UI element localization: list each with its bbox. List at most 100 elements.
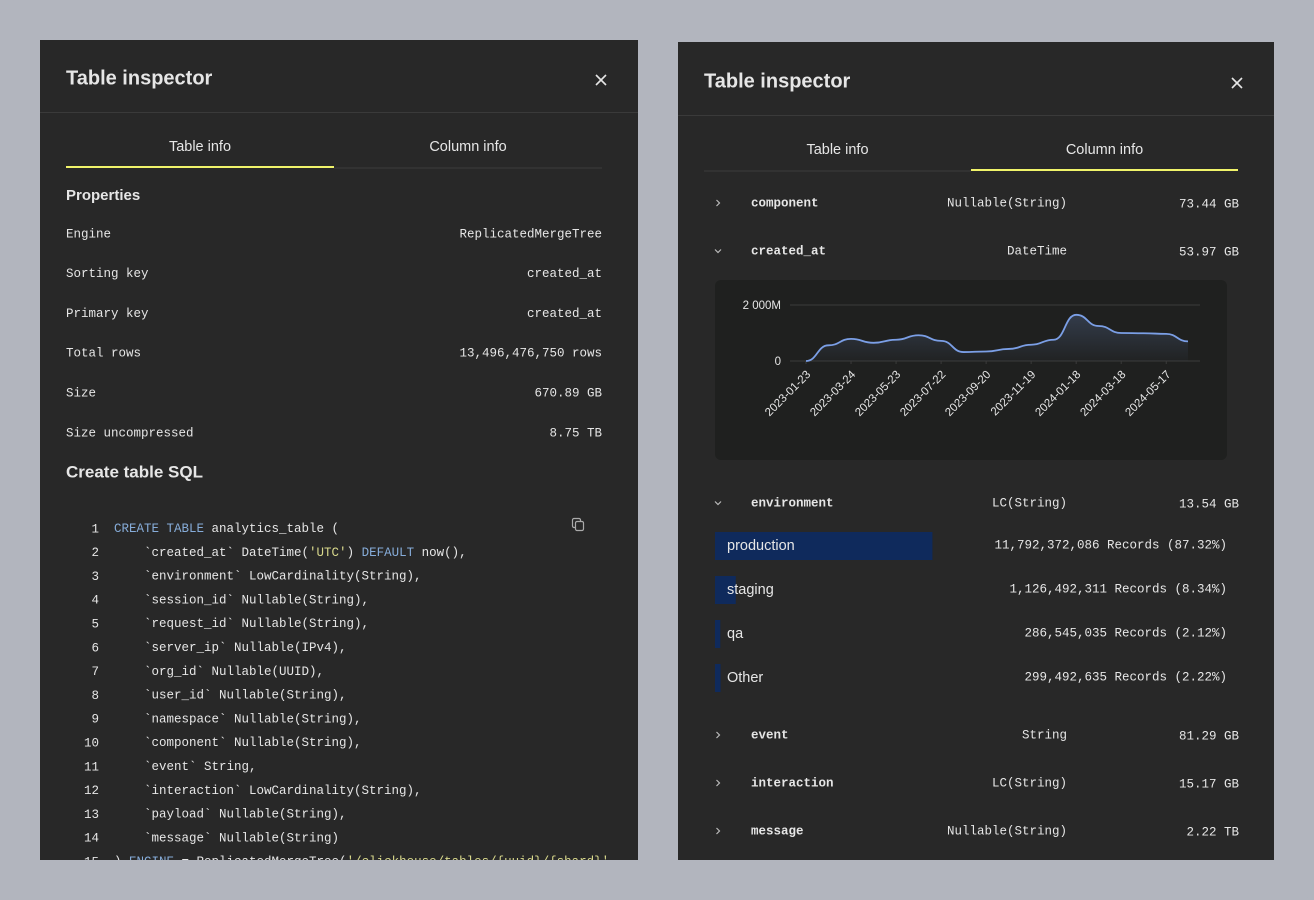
- tab[interactable]: Table info: [806, 142, 868, 158]
- left-panel: Table inspector Table info Column info Prop…: [40, 40, 638, 869]
- line-number: 3: [91, 570, 99, 584]
- code-line: `message` Nullable(String): [114, 832, 339, 846]
- column-type: LC(String): [992, 496, 1067, 510]
- property-value: created_at: [527, 267, 602, 281]
- column-size: 81.29 GB: [1179, 729, 1240, 743]
- line-number: 14: [84, 832, 99, 846]
- tab-underline: [704, 170, 971, 172]
- value-bar: [715, 532, 933, 560]
- code-token: `interaction` LowCardinality(String),: [114, 784, 422, 798]
- code-line: `environment` LowCardinality(String),: [114, 570, 422, 584]
- value-label: Other: [727, 670, 763, 686]
- value-records: 1,126,492,311 Records (8.34%): [1009, 582, 1227, 596]
- value-label: staging: [727, 582, 774, 598]
- close-icon: [1231, 77, 1243, 89]
- tab-underline: [334, 167, 602, 169]
- chart-card: [715, 280, 1227, 460]
- line-area: [806, 314, 1188, 361]
- code-token: ): [347, 546, 362, 560]
- line-number: 5: [91, 617, 99, 631]
- column-size: 73.44 GB: [1179, 197, 1240, 211]
- column-name[interactable]: environment: [751, 496, 834, 510]
- code-line: CREATE TABLE analytics_table (: [114, 522, 339, 536]
- close-button[interactable]: [595, 74, 607, 86]
- column-size: 53.97 GB: [1179, 245, 1240, 259]
- column-type: LC(String): [992, 776, 1067, 790]
- code-line: `namespace` Nullable(String),: [114, 713, 362, 727]
- code-token: ,: [609, 855, 617, 869]
- column-type: String: [1022, 728, 1067, 742]
- line-number: 11: [84, 760, 99, 774]
- panel-title: Table inspector: [66, 67, 213, 89]
- code-token: `component` Nullable(String),: [114, 736, 362, 750]
- column-type: Nullable(String): [947, 196, 1067, 210]
- code-token: `payload` Nullable(String),: [114, 808, 347, 822]
- line-number: 9: [91, 713, 99, 727]
- section-heading: Properties: [66, 187, 140, 204]
- line-number: 15: [84, 855, 99, 869]
- value-bar: [715, 664, 721, 692]
- code-token: = ReplicatedMergeTree(: [174, 855, 347, 869]
- property-value: 670.89 GB: [534, 386, 602, 400]
- chevron[interactable]: [716, 827, 721, 835]
- right-panel: Table inspector Table info Column info comp…: [678, 42, 1274, 860]
- code-line: `created_at` DateTime('UTC') DEFAULT now…: [114, 546, 467, 560]
- tab[interactable]: Table info: [169, 139, 231, 155]
- code-line: `event` String,: [114, 760, 257, 774]
- code-token: `server_ip` Nullable(IPv4),: [114, 641, 347, 655]
- code-token: `created_at` DateTime(: [114, 546, 309, 560]
- code-line: ) ENGINE = ReplicatedMergeTree('/clickho…: [114, 855, 617, 869]
- column-name[interactable]: event: [751, 728, 789, 742]
- chevron[interactable]: [714, 501, 722, 506]
- column-name[interactable]: interaction: [751, 776, 834, 790]
- panel-bg: [40, 40, 638, 860]
- column-name[interactable]: created_at: [751, 244, 826, 258]
- code-token: `org_id` Nullable(UUID),: [114, 665, 324, 679]
- value-records: 299,492,635 Records (2.22%): [1024, 670, 1227, 684]
- column-type: Nullable(String): [947, 824, 1067, 838]
- property-label: Total rows: [66, 347, 141, 361]
- code-token: `event` String,: [114, 760, 257, 774]
- close-button[interactable]: [1231, 77, 1243, 89]
- chevron[interactable]: [716, 731, 721, 739]
- section-heading: Create table SQL: [66, 462, 203, 481]
- code-token: 'UTC': [309, 546, 347, 560]
- property-value: created_at: [527, 307, 602, 321]
- property-label: Primary key: [66, 307, 149, 321]
- value-bar: [715, 620, 721, 648]
- property-value: ReplicatedMergeTree: [459, 227, 602, 241]
- chevron[interactable]: [716, 199, 721, 207]
- value-label: production: [727, 538, 795, 554]
- close-icon: [595, 74, 607, 86]
- property-label: Sorting key: [66, 267, 149, 281]
- panel-title: Table inspector: [704, 70, 851, 92]
- copy-button[interactable]: [571, 517, 585, 532]
- code-line: `session_id` Nullable(String),: [114, 594, 369, 608]
- line-number: 2: [91, 546, 99, 560]
- line-number: 7: [91, 665, 99, 679]
- tab[interactable]: Column info: [1066, 142, 1143, 158]
- code-token: `message` Nullable(String): [114, 832, 339, 846]
- code-line: `interaction` LowCardinality(String),: [114, 784, 422, 798]
- line: [805, 313, 1189, 362]
- code-token: CREATE TABLE: [114, 522, 204, 536]
- y-tick-label: 2 000M: [743, 300, 781, 312]
- property-label: Engine: [66, 227, 111, 241]
- y-tick-label: 0: [775, 356, 781, 368]
- column-name[interactable]: component: [751, 196, 819, 210]
- code-line: `org_id` Nullable(UUID),: [114, 665, 324, 679]
- line-number: 8: [91, 689, 99, 703]
- code-token: `user_id` Nullable(String),: [114, 689, 347, 703]
- tab[interactable]: Column info: [429, 139, 506, 155]
- code-token: now(),: [414, 546, 467, 560]
- code-line: `component` Nullable(String),: [114, 736, 362, 750]
- code-token: `session_id` Nullable(String),: [114, 594, 369, 608]
- value-bar: [715, 576, 736, 604]
- value-label: qa: [727, 626, 744, 642]
- property-value: 8.75 TB: [549, 426, 602, 440]
- chevron[interactable]: [714, 249, 722, 254]
- chevron[interactable]: [716, 779, 721, 787]
- code-token: analytics_table (: [204, 522, 339, 536]
- column-name[interactable]: message: [751, 824, 804, 838]
